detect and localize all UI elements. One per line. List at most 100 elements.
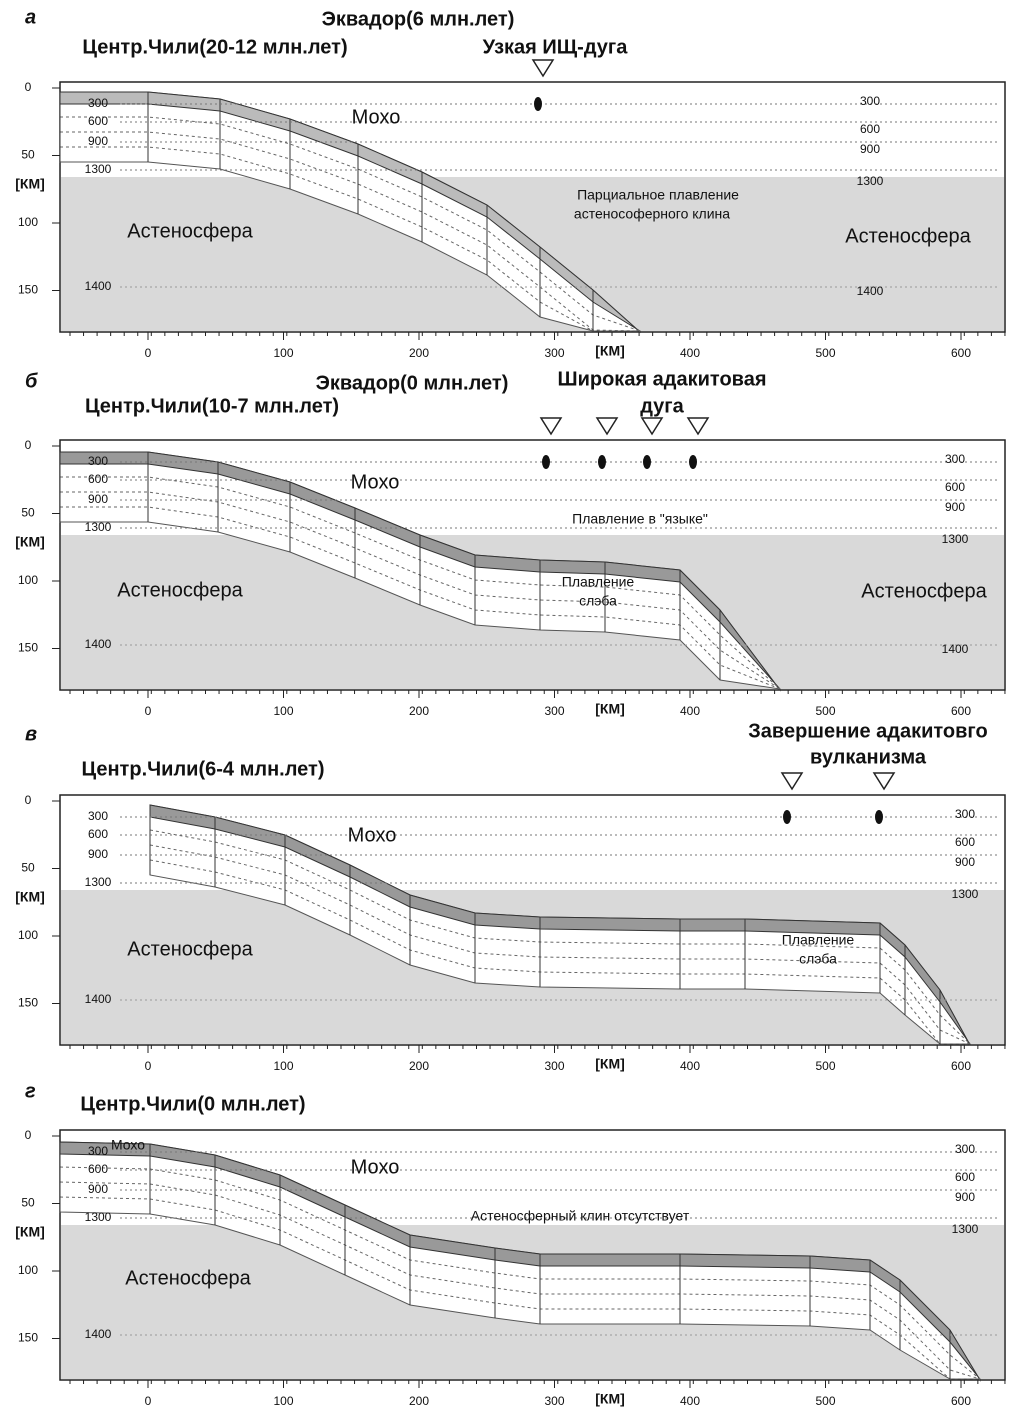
annotation: Плавление в "языке" [572, 511, 708, 527]
isotherm-label: 1400 [85, 637, 112, 651]
x-tick-label: 500 [815, 704, 835, 718]
annotation: Астеносфера [125, 1267, 251, 1289]
panel-title: вулканизма [810, 746, 927, 768]
y-tick-label: 0 [25, 438, 32, 452]
isotherm-label: 600 [88, 1162, 108, 1176]
panel-letter: в [25, 723, 37, 745]
x-tick-label: 200 [409, 704, 429, 718]
panel-title: Завершение адакитовго [748, 720, 987, 742]
magma [643, 455, 651, 469]
annotation: Астеносферный клин отсутствует [471, 1208, 690, 1224]
panel-title: Эквадор(0 млн.лет) [316, 372, 509, 394]
annotation: Мохо [351, 1156, 400, 1178]
annotation: Астеносфера [127, 220, 253, 242]
volcano [688, 418, 708, 434]
isotherm-label: 600 [945, 480, 965, 494]
isotherm-label: 900 [88, 1182, 108, 1196]
x-tick-label: 100 [273, 1394, 293, 1408]
isotherm-label: 300 [88, 809, 108, 823]
x-unit: [КМ] [595, 1391, 625, 1407]
panel-title: Эквадор(6 млн.лет) [322, 8, 515, 30]
isotherm-label: 900 [945, 500, 965, 514]
x-unit: [КМ] [595, 701, 625, 717]
isotherm-label: 600 [955, 1170, 975, 1184]
y-tick-label: 100 [18, 573, 38, 587]
isotherm-label: 900 [88, 492, 108, 506]
isotherm-label: 900 [88, 134, 108, 148]
volcano [642, 418, 662, 434]
y-tick-label: 100 [18, 928, 38, 942]
x-tick-label: 600 [951, 346, 971, 360]
isotherm-label: 300 [955, 1142, 975, 1156]
isotherm-label: 600 [860, 122, 880, 136]
panel-title: Центр.Чили(20-12 млн.лет) [82, 36, 347, 58]
magma [598, 455, 606, 469]
isotherm-label: 900 [955, 855, 975, 869]
annotation: Плавление [782, 932, 855, 948]
isotherm-label: 1400 [857, 284, 884, 298]
panel-title: дуга [640, 395, 684, 417]
x-tick-label: 0 [145, 1394, 152, 1408]
isotherm-label: 900 [955, 1190, 975, 1204]
x-tick-label: 300 [544, 704, 564, 718]
annotation: Плавление [562, 574, 635, 590]
x-tick-label: 200 [409, 1394, 429, 1408]
isotherm-label: 300 [945, 452, 965, 466]
y-tick-label: 0 [25, 1128, 32, 1142]
y-unit: [КМ] [15, 534, 45, 550]
magma [689, 455, 697, 469]
isotherm-label: 300 [860, 94, 880, 108]
isotherm-label: 1300 [85, 1210, 112, 1224]
magma [542, 455, 550, 469]
x-tick-label: 400 [680, 346, 700, 360]
volcano [541, 418, 561, 434]
x-unit: [КМ] [595, 343, 625, 359]
x-tick-label: 200 [409, 1059, 429, 1073]
magma [534, 97, 542, 111]
isotherm-label: 900 [88, 847, 108, 861]
magma [783, 810, 791, 824]
annotation: слэба [799, 951, 837, 967]
volcano [597, 418, 617, 434]
annotation: Астеносфера [127, 938, 253, 960]
annotation: Астеносфера [845, 225, 971, 247]
y-tick-label: 100 [18, 1263, 38, 1277]
x-tick-label: 300 [544, 346, 564, 360]
y-tick-label: 100 [18, 215, 38, 229]
y-tick-label: 0 [25, 793, 32, 807]
x-tick-label: 400 [680, 1394, 700, 1408]
x-tick-label: 200 [409, 346, 429, 360]
y-tick-label: 50 [21, 148, 35, 162]
y-unit: [КМ] [15, 176, 45, 192]
isotherm-label: 600 [88, 114, 108, 128]
annotation: Мохо [348, 824, 397, 846]
panel-title: Центр.Чили(0 млн.лет) [80, 1093, 305, 1115]
isotherm-label: 1300 [85, 875, 112, 889]
x-tick-label: 400 [680, 704, 700, 718]
volcano [782, 773, 802, 789]
panel-letter: б [25, 370, 38, 392]
isotherm-label: 300 [88, 96, 108, 110]
x-tick-label: 0 [145, 704, 152, 718]
isotherm-label: 1400 [85, 1327, 112, 1341]
annotation: Мохо [111, 1137, 145, 1153]
x-tick-label: 600 [951, 704, 971, 718]
y-tick-label: 50 [21, 861, 35, 875]
isotherm-label: 1300 [857, 174, 884, 188]
x-tick-label: 600 [951, 1394, 971, 1408]
isotherm-label: 300 [88, 454, 108, 468]
y-tick-label: 150 [18, 283, 38, 297]
isotherm-label: 1400 [942, 642, 969, 656]
x-tick-label: 500 [815, 1394, 835, 1408]
y-tick-label: 150 [18, 1331, 38, 1345]
y-unit: [КМ] [15, 889, 45, 905]
x-tick-label: 600 [951, 1059, 971, 1073]
isotherm-label: 300 [88, 1144, 108, 1158]
y-tick-label: 50 [21, 1196, 35, 1210]
annotation: Мохо [351, 471, 400, 493]
isotherm-label: 1300 [952, 1222, 979, 1236]
x-tick-label: 0 [145, 346, 152, 360]
x-tick-label: 500 [815, 1059, 835, 1073]
annotation: слэба [579, 593, 617, 609]
isotherm-label: 1400 [85, 992, 112, 1006]
